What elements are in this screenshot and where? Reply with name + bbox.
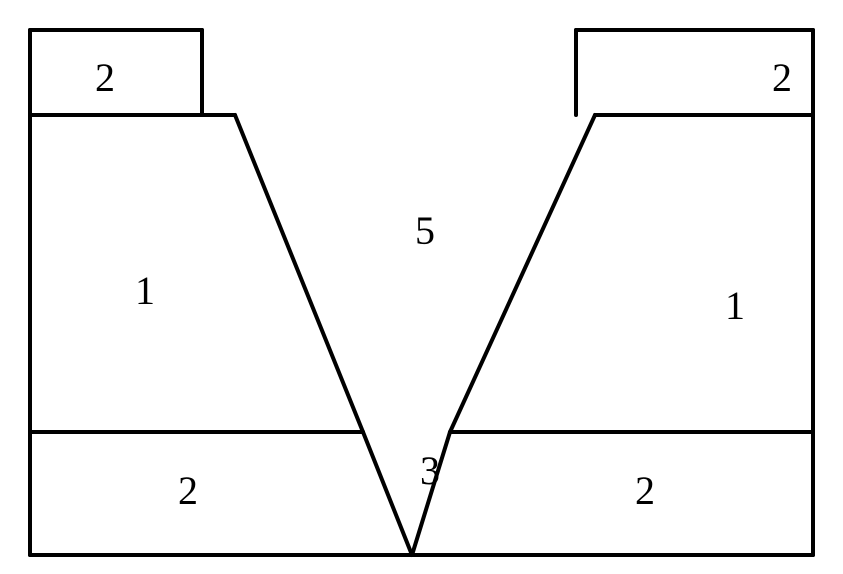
label-bottom-left-2: 2 (178, 468, 198, 513)
notch-left (363, 432, 412, 555)
label-top-left-2: 2 (95, 55, 115, 100)
slope-left (235, 115, 363, 432)
diagram-labels: 2 2 1 1 5 2 2 3 (95, 55, 792, 513)
label-left-1: 1 (135, 268, 155, 313)
cross-section-diagram: 2 2 1 1 5 2 2 3 (0, 0, 843, 574)
label-bottom-right-2: 2 (635, 468, 655, 513)
label-notch-3: 3 (420, 448, 440, 493)
label-right-1: 1 (725, 283, 745, 328)
label-center-5: 5 (415, 208, 435, 253)
slope-right (450, 115, 595, 432)
label-top-right-2: 2 (772, 55, 792, 100)
